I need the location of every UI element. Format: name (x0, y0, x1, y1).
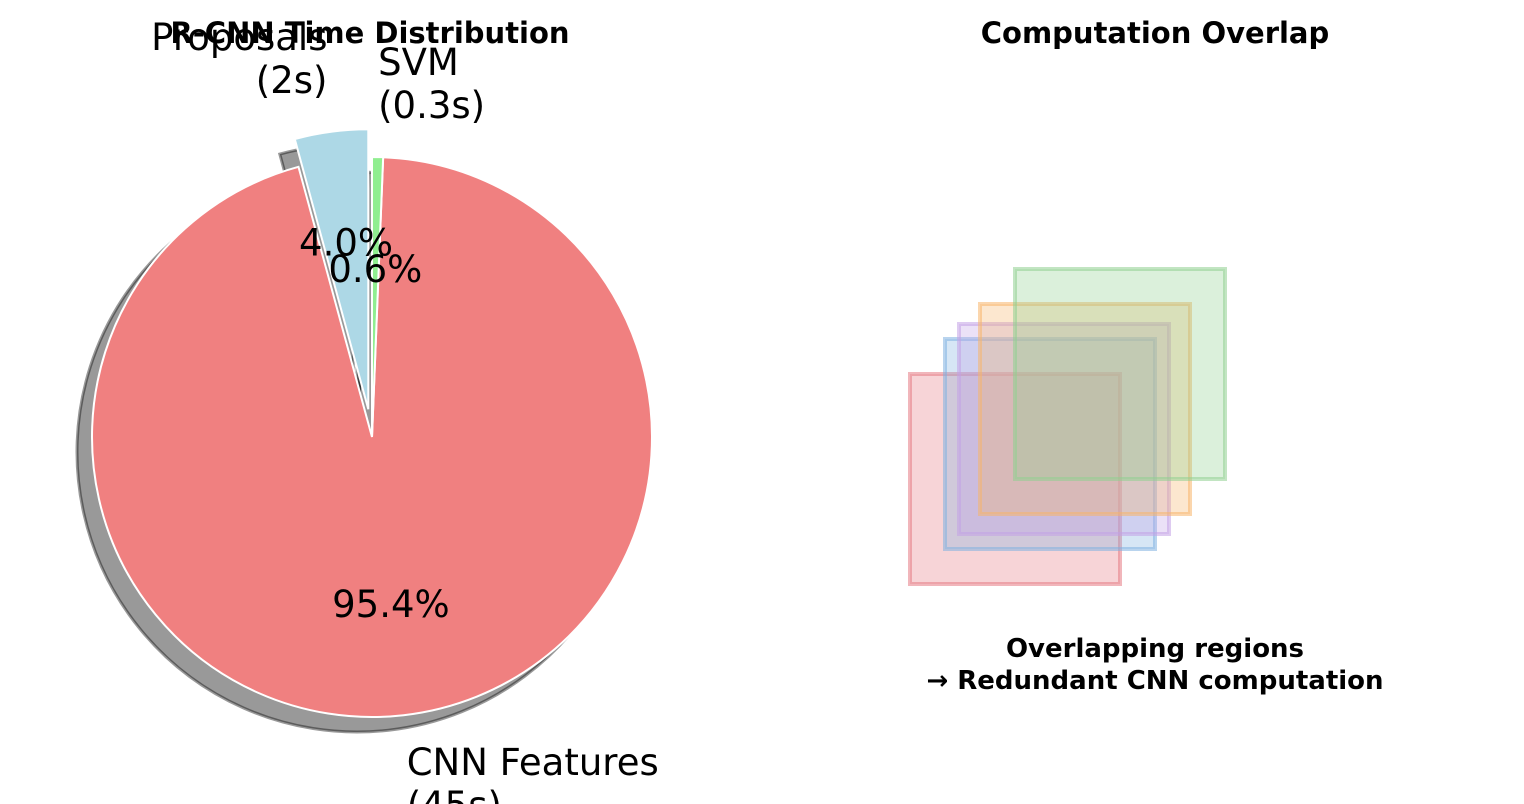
cnn-features-slice (91, 156, 654, 718)
pie-slices (91, 128, 654, 718)
overlap-diagram: Computation Overlap Overlapping regions … (908, 16, 1384, 696)
overlap-caption-line-1: Overlapping regions (1006, 634, 1304, 664)
green-region (1013, 267, 1227, 481)
pie-title: R-CNN Time Distribution (170, 16, 569, 50)
svm-slice-label: SVM (0.3s) (378, 41, 485, 127)
proposals-slice-label: Proposals (2s) (151, 16, 327, 102)
cnn-features-slice-label: CNN Features(45s) (407, 741, 659, 804)
overlap-title: Computation Overlap (981, 16, 1330, 50)
proposals-slice (293, 128, 370, 410)
cnn-features-pct-label: 95.4% (332, 583, 450, 626)
purple-region (957, 322, 1171, 536)
overlap-caption-line-2: → Redundant CNN computation (926, 666, 1383, 696)
svm-slice (371, 155, 385, 438)
overlap-regions (908, 267, 1227, 586)
proposals-pct-label: 4.0% (299, 222, 393, 265)
svm-pct-label: 0.6% (328, 248, 422, 291)
pie-chart: R-CNN Time Distribution 4.0% Proposals (2s… (75, 16, 659, 804)
pie-labels: 4.0% Proposals(2s) 95.4% CNN Features(45s) 0… (151, 16, 659, 804)
